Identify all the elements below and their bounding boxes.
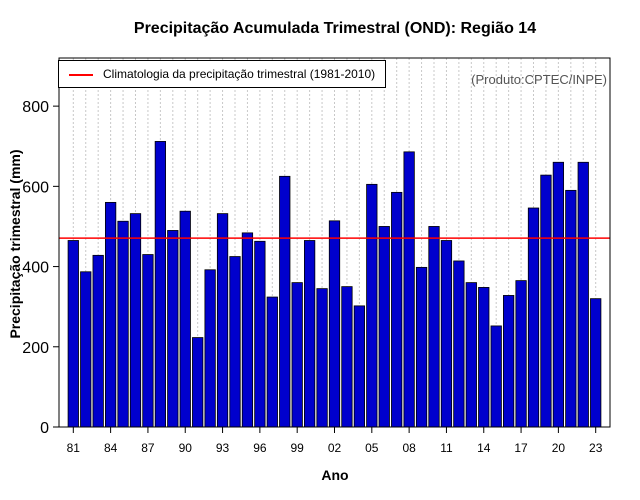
bar-20 xyxy=(552,161,565,428)
y-axis: 0 200 400 600 800 xyxy=(22,99,59,437)
chart-title: Precipitação Acumulada Trimestral (OND):… xyxy=(133,20,537,37)
x-tick-label: 08 xyxy=(402,441,416,455)
x-axis-label: Ano xyxy=(321,467,349,483)
bar-95 xyxy=(241,232,254,428)
y-axis-label: Precipitação trimestral (mm) xyxy=(7,149,23,339)
y-tick-label: 800 xyxy=(22,99,49,116)
bar-18 xyxy=(527,207,540,428)
bar-81 xyxy=(67,240,79,428)
legend-swatch xyxy=(69,74,93,76)
bar-88 xyxy=(154,141,166,428)
y-tick-label: 400 xyxy=(22,260,49,277)
bar-13 xyxy=(465,282,477,428)
bar-96 xyxy=(254,240,266,428)
x-tick-label: 17 xyxy=(514,441,528,455)
x-tick-label: 23 xyxy=(589,441,603,455)
bar-09 xyxy=(415,266,428,428)
bar-94 xyxy=(229,256,241,428)
bar-15 xyxy=(490,325,502,428)
bar-93 xyxy=(216,213,229,428)
x-tick-label: 84 xyxy=(104,441,118,455)
bar-83 xyxy=(92,254,104,428)
bar-91 xyxy=(192,337,204,428)
bar-03 xyxy=(341,286,353,428)
legend-label: Climatologia da precipitação trimestral … xyxy=(103,67,376,81)
x-tick-label: 11 xyxy=(440,441,453,455)
bar-82 xyxy=(80,271,92,428)
bar-14 xyxy=(478,287,490,428)
y-tick-label: 600 xyxy=(22,179,49,196)
x-tick-label: 87 xyxy=(141,441,155,455)
x-tick-label: 99 xyxy=(291,441,305,455)
bar-23 xyxy=(590,298,602,428)
bar-19 xyxy=(540,174,552,428)
x-tick-label: 90 xyxy=(179,441,193,455)
bar-17 xyxy=(515,280,527,428)
bar-08 xyxy=(403,151,415,428)
bar-07 xyxy=(391,191,403,428)
bar-84 xyxy=(104,201,117,428)
bar-12 xyxy=(453,260,465,428)
bar-89 xyxy=(167,230,179,428)
bar-21 xyxy=(565,189,577,428)
bar-16 xyxy=(503,295,515,428)
bar-02 xyxy=(328,220,341,428)
bar-90 xyxy=(179,210,191,428)
product-credit: (Produto:CPTEC/INPE) xyxy=(471,72,607,87)
bar-86 xyxy=(129,213,142,428)
y-tick-label: 0 xyxy=(40,420,49,437)
y-tick-label: 200 xyxy=(22,340,49,357)
bar-98 xyxy=(279,175,291,428)
bar-92 xyxy=(204,269,216,428)
bar-04 xyxy=(353,305,365,428)
bar-06 xyxy=(378,226,390,428)
bar-22 xyxy=(577,161,589,428)
bar-85 xyxy=(117,220,129,428)
x-tick-label: 96 xyxy=(253,441,267,455)
x-tick-label: 93 xyxy=(216,441,230,455)
legend: Climatologia da precipitação trimestral … xyxy=(58,60,386,88)
bar-10 xyxy=(428,226,440,428)
x-tick-label: 05 xyxy=(365,441,379,455)
bar-99 xyxy=(291,282,303,428)
bar-05 xyxy=(366,183,378,428)
x-tick-label: 14 xyxy=(477,441,491,455)
bar-97 xyxy=(266,296,278,428)
bar-11 xyxy=(440,240,453,428)
bar-series xyxy=(67,141,602,428)
bar-87 xyxy=(142,254,154,428)
x-tick-label: 20 xyxy=(552,441,566,455)
x-axis: 81 84 87 90 93 96 99 02 05 08 11 14 17 20 23 xyxy=(67,427,603,455)
x-tick-label: 02 xyxy=(328,441,342,455)
bar-01 xyxy=(316,288,328,428)
bar-00 xyxy=(304,240,316,428)
x-tick-label: 81 xyxy=(67,441,81,455)
